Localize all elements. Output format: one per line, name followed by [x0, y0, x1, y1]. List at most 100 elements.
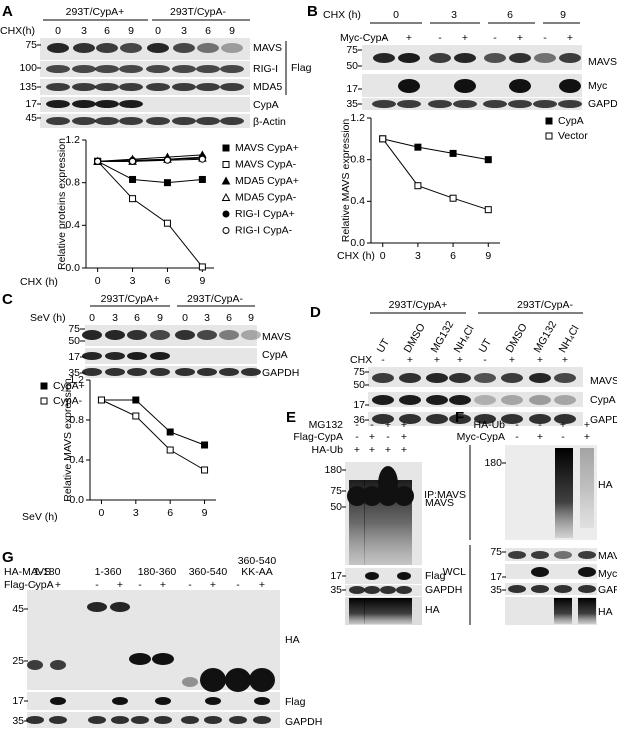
- blot-band: [50, 697, 66, 705]
- blot-band: [533, 100, 557, 108]
- blot-band: [529, 373, 551, 383]
- lane-label: NH₄Cl: [557, 323, 582, 354]
- panel-letter: F: [455, 409, 464, 426]
- blot: [85, 366, 257, 378]
- legend-marker: [40, 382, 48, 390]
- sign: +: [259, 579, 265, 591]
- blot-band: [501, 414, 523, 424]
- blot-band: [373, 79, 395, 93]
- blot-label: GAPDH: [425, 584, 462, 596]
- blot-band: [484, 53, 506, 63]
- blot-band: [378, 466, 398, 502]
- blot-band: [26, 716, 44, 724]
- sign: -: [355, 431, 359, 443]
- blot-smear: [555, 448, 573, 538]
- blot-smear: [349, 598, 365, 624]
- construct-label: 180-360: [138, 566, 177, 578]
- row-label: CHX(h): [0, 25, 35, 37]
- y-tick-label: 0.0: [69, 494, 84, 506]
- lane-label: DMSO: [402, 322, 428, 355]
- mw-marker: 35: [12, 715, 24, 727]
- blot-band: [119, 100, 143, 108]
- blot-band: [47, 43, 69, 53]
- row-label: CHX: [350, 354, 372, 366]
- mw-marker: 35: [490, 584, 502, 596]
- x-tick-label: 3: [133, 507, 139, 519]
- row-label: Flag-CypA: [293, 431, 343, 443]
- blot-band: [554, 551, 572, 559]
- legend-marker: [221, 192, 231, 201]
- blot-band: [46, 65, 70, 73]
- series-line: [382, 138, 489, 211]
- mw-marker: 17: [12, 695, 24, 707]
- sign: +: [354, 444, 360, 456]
- blot-label: MAVS: [253, 42, 282, 54]
- mw-marker: 75: [346, 44, 358, 56]
- lane-label: 9: [157, 312, 163, 324]
- blot-band: [27, 697, 43, 705]
- blot-band: [219, 352, 239, 360]
- blot-band: [173, 43, 195, 53]
- sign: +: [117, 579, 123, 591]
- blot-band: [197, 368, 217, 376]
- blot-band: [111, 716, 129, 724]
- row-label: HA-Ub: [473, 419, 505, 431]
- blot-band: [398, 79, 420, 93]
- blot-band: [49, 716, 67, 724]
- blot-band: [428, 100, 452, 108]
- sign: -: [386, 431, 390, 443]
- y-tick-label: 0.8: [69, 414, 84, 426]
- sign: -: [493, 32, 497, 44]
- blot-label: MAVS: [262, 331, 291, 343]
- blot: [40, 97, 250, 112]
- construct-label: KK-AA: [241, 566, 273, 578]
- legend-marker: [545, 117, 553, 125]
- mw-marker: 180: [484, 457, 502, 469]
- blot-band: [127, 330, 147, 340]
- blot-band: [449, 395, 471, 405]
- mw-marker: 17: [353, 399, 365, 411]
- blot-band: [397, 572, 411, 580]
- blot-band: [253, 716, 271, 724]
- sign: +: [369, 444, 375, 456]
- group-label: 293T/CypA+: [66, 6, 125, 18]
- blot-band: [508, 100, 532, 108]
- blot-band: [120, 43, 142, 53]
- marker: [449, 149, 457, 157]
- blot-band: [454, 79, 476, 93]
- blot-label: GAPDH: [285, 716, 322, 728]
- blot-band: [372, 100, 396, 108]
- blot-band: [220, 83, 244, 91]
- y-tick-label: 0.4: [350, 195, 365, 207]
- blot-band: [87, 602, 107, 612]
- legend-label: MAVS CypA+: [235, 142, 299, 154]
- blot-band: [578, 551, 596, 559]
- blot-band: [508, 567, 526, 577]
- blot-band: [172, 65, 196, 73]
- marker: [166, 446, 174, 454]
- x-axis-label: CHX (h): [20, 276, 58, 288]
- legend-label: MAVS CypA-: [235, 158, 297, 170]
- blot-band: [229, 716, 247, 724]
- blot-band: [449, 414, 471, 424]
- mw-marker: 35: [68, 367, 80, 379]
- blot-band: [350, 572, 364, 580]
- blot-band: [112, 697, 128, 705]
- blot-band: [205, 697, 221, 705]
- blot-label: MAVS: [425, 497, 454, 509]
- blot-band: [96, 43, 118, 53]
- sign: +: [210, 579, 216, 591]
- marker: [163, 219, 171, 227]
- blot-band: [449, 373, 471, 383]
- sign: +: [385, 419, 391, 431]
- row-label: MG132: [309, 419, 344, 431]
- blot-label: MDA5: [253, 81, 282, 93]
- blot-band: [554, 585, 572, 593]
- group-label: 293T/CypA-: [170, 6, 227, 18]
- blot-band: [454, 53, 476, 63]
- x-tick-label: 6: [167, 507, 173, 519]
- blot-band: [95, 117, 119, 125]
- blot: [85, 325, 257, 346]
- blot-band: [150, 352, 170, 360]
- series-line: [382, 138, 489, 161]
